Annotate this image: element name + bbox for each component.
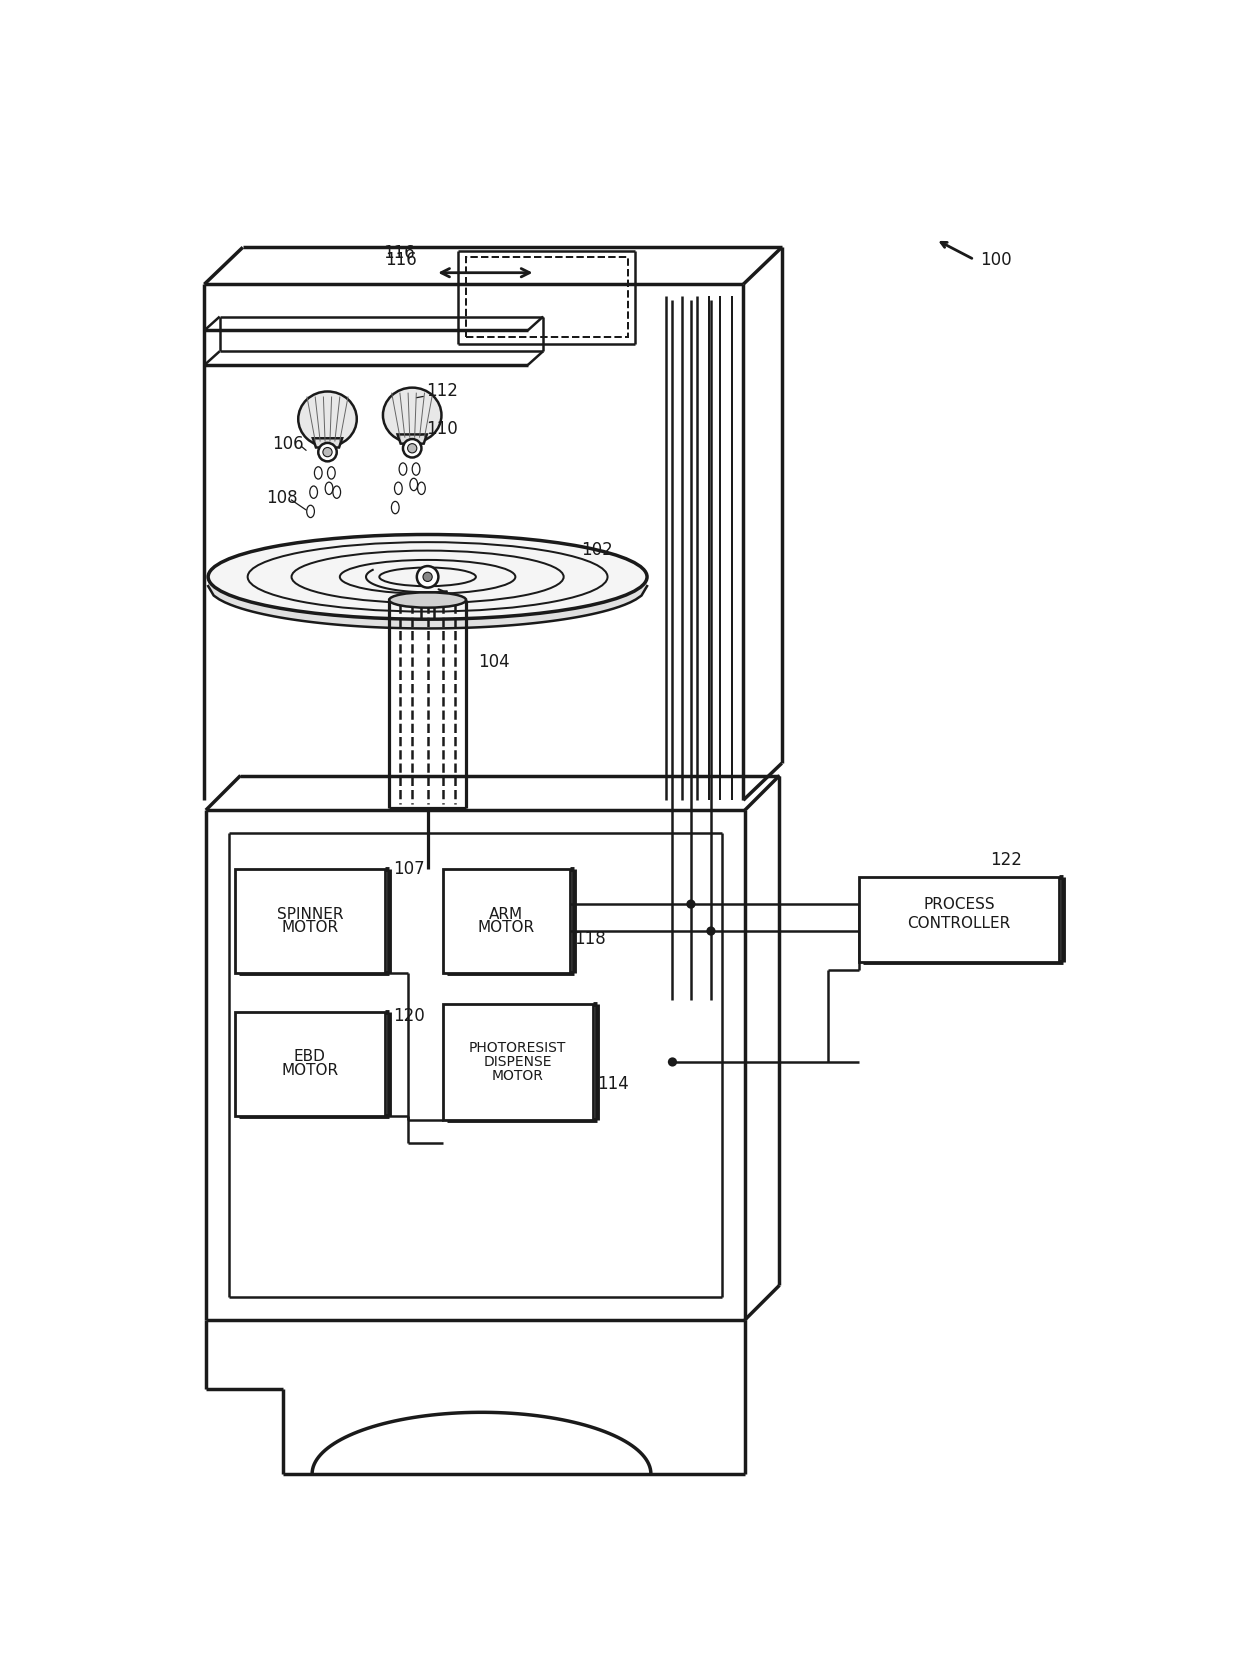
Text: 112: 112 — [427, 381, 458, 399]
Text: CONTROLLER: CONTROLLER — [908, 916, 1011, 931]
Ellipse shape — [410, 479, 418, 491]
Ellipse shape — [315, 467, 322, 479]
Text: EBD: EBD — [294, 1049, 326, 1064]
Bar — [443, 870, 570, 973]
Text: 118: 118 — [574, 930, 605, 948]
Ellipse shape — [327, 467, 335, 479]
Text: 108: 108 — [265, 489, 298, 507]
Text: 110: 110 — [427, 421, 458, 437]
Text: 106: 106 — [272, 436, 304, 454]
Bar — [236, 870, 386, 973]
Circle shape — [417, 565, 439, 587]
Text: PROCESS: PROCESS — [923, 896, 994, 911]
Circle shape — [707, 926, 715, 936]
Circle shape — [668, 1058, 677, 1066]
Bar — [859, 876, 1059, 961]
Text: DISPENSE: DISPENSE — [484, 1054, 552, 1069]
Polygon shape — [312, 439, 342, 447]
Text: 116: 116 — [386, 251, 417, 269]
Ellipse shape — [392, 502, 399, 514]
Ellipse shape — [208, 534, 647, 619]
Ellipse shape — [299, 391, 357, 447]
Text: MOTOR: MOTOR — [492, 1069, 543, 1083]
Text: 120: 120 — [393, 1006, 424, 1024]
Text: PHOTORESIST: PHOTORESIST — [469, 1041, 567, 1054]
Ellipse shape — [399, 462, 407, 476]
Ellipse shape — [412, 462, 420, 476]
Ellipse shape — [383, 387, 441, 442]
Circle shape — [322, 447, 332, 457]
Text: 100: 100 — [981, 251, 1012, 269]
Ellipse shape — [394, 482, 402, 494]
Ellipse shape — [306, 506, 315, 517]
Circle shape — [423, 572, 433, 582]
Text: ARM: ARM — [489, 906, 523, 921]
Bar — [236, 1011, 386, 1116]
Ellipse shape — [418, 482, 425, 494]
Ellipse shape — [389, 592, 466, 607]
Ellipse shape — [310, 486, 317, 499]
Text: 114: 114 — [596, 1074, 629, 1093]
Text: 116: 116 — [383, 244, 414, 263]
Text: 107: 107 — [393, 860, 424, 878]
Polygon shape — [398, 434, 427, 444]
Circle shape — [408, 444, 417, 452]
Circle shape — [686, 900, 696, 908]
Bar — [466, 258, 627, 338]
Circle shape — [403, 439, 422, 457]
Text: MOTOR: MOTOR — [281, 1063, 339, 1078]
Text: 102: 102 — [582, 540, 614, 559]
Ellipse shape — [332, 486, 341, 499]
Text: MOTOR: MOTOR — [477, 921, 534, 936]
Text: 122: 122 — [990, 851, 1022, 870]
Text: SPINNER: SPINNER — [277, 906, 343, 921]
Ellipse shape — [325, 482, 332, 494]
Text: 104: 104 — [477, 652, 510, 670]
Bar — [443, 1004, 593, 1119]
Circle shape — [319, 442, 337, 461]
Text: MOTOR: MOTOR — [281, 921, 339, 936]
